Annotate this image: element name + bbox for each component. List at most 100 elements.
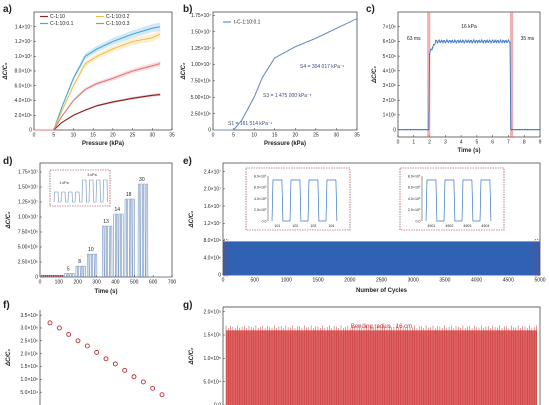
y-tick-label: 5×10⁶: [383, 54, 396, 60]
x-tick-label: 35: [169, 133, 175, 139]
baseline-point: [48, 274, 51, 277]
y-tick-label: 2.4×10⁷: [204, 169, 221, 175]
baseline-point: [54, 274, 56, 277]
series-point: [491, 39, 494, 41]
y-tick-label: 5.00×10⁶: [18, 245, 38, 251]
data-point: [112, 361, 118, 367]
inset-early-cycles-x-tick-label: 102: [292, 224, 298, 228]
series-point: [498, 41, 500, 44]
x-tick-label: 5: [475, 140, 478, 146]
inset-late-cycles-x-tick-label: 4904: [481, 224, 489, 228]
x-tick-label: 100: [55, 280, 64, 286]
panel-f-letter: f): [3, 300, 10, 311]
series-point: [517, 128, 519, 131]
step-pressure-label: 5: [67, 266, 70, 272]
series-point: [457, 39, 459, 42]
recovery-time-label: 35 ms: [521, 36, 535, 42]
y-tick-label: 0: [35, 275, 38, 281]
series-point: [447, 41, 450, 44]
chart-g-plot: 0.0 5.0×10⁴ 1.0×10⁵ 1.5×10⁵ 2.0×10⁵ ΔC/C₀ Bend…: [189, 306, 541, 405]
series-point: [439, 41, 442, 43]
series-point: [536, 128, 538, 131]
chart-c-plot: 0 1×10⁶ 2×10⁶ 3×10⁶ 4×10⁶ 5×10⁶ 6×10⁶ 7×10⁶ 0 1 2 3…: [372, 11, 542, 154]
panel-g: g) 0.0 5.0×10⁴ 1.0×10⁵ 1.5×10⁵ 2.0×10⁵ ΔC/C₀ B…: [183, 300, 541, 405]
series-point: [436, 42, 439, 44]
x-tick-label: 9: [539, 140, 542, 146]
series-point: [529, 128, 532, 131]
y-tick-label: 2.5×10⁶: [21, 339, 39, 345]
series-point: [427, 128, 429, 131]
y-tick-label: 0.0: [214, 403, 221, 405]
legend-entry: t-C-1:10:0.1: [234, 20, 261, 26]
x-tick-label: 0: [212, 133, 215, 139]
pressure-label: 16 kPa: [461, 24, 477, 30]
y-tick-label: 0: [29, 128, 32, 134]
series-point: [537, 128, 540, 131]
x-tick-label: 15: [272, 133, 278, 139]
y-tick-label: 4×10⁶: [383, 69, 396, 75]
series-point: [477, 40, 480, 42]
series-point: [463, 42, 465, 44]
x-tick-label: 30: [150, 133, 156, 139]
x-tick-label: 20: [110, 133, 116, 139]
inset-late-cycles-series-line: [425, 179, 492, 222]
zoom-marker-start: [223, 239, 229, 277]
series-point: [514, 128, 516, 131]
panel-a-letter: a): [3, 4, 12, 15]
x-tick-label: 25: [130, 133, 136, 139]
sensitivity-annotation: S1 = 161 514 kPa⁻¹: [228, 121, 273, 127]
inset-late-cycles-y-tick-label: 0.0: [416, 219, 421, 223]
inset-late-cycles-x-tick-label: 4901: [427, 224, 435, 228]
series-point: [525, 128, 527, 131]
series-line: [34, 63, 161, 131]
series-band: [34, 22, 161, 130]
series-point: [435, 39, 437, 42]
data-point: [150, 385, 156, 391]
plot-frame: [222, 306, 541, 405]
x-tick-label: 0: [222, 278, 225, 284]
series-point: [474, 41, 477, 44]
series-band: [34, 93, 161, 130]
series-point: [485, 40, 488, 43]
series-point: [405, 128, 407, 131]
y-tick-label: 1.25×10⁷: [191, 46, 211, 52]
series-point: [534, 128, 536, 131]
series-point: [528, 128, 530, 131]
series-point: [473, 39, 475, 41]
chart-b-plot: 0 2.50×10⁶ 5.00×10⁶ 7.50×10⁶ 1.00×10⁷ 1.25×10…: [181, 11, 360, 147]
chart-d-plot: 0 2.50×10⁶ 5.00×10⁶ 7.50×10⁶ 1.00×10⁷ 1.25×10…: [6, 162, 176, 295]
data-point: [140, 379, 146, 385]
inset-early-cycles-y-tick-label: 8.0×10⁶: [254, 174, 267, 178]
y-tick-label: 5.0×10⁴: [203, 379, 221, 385]
x-axis-label: Number of Cycles: [356, 288, 408, 294]
data-point: [94, 349, 100, 355]
response-time-label: 63 ms: [407, 36, 421, 42]
bending-signal-area: [226, 330, 537, 405]
zoom-marker-end: [534, 239, 540, 277]
panel-b-letter: b): [183, 4, 192, 15]
x-axis-label: Pressure (kPa): [264, 141, 306, 147]
panel-a: a) 0 2.0×10⁶ 4.0×10⁶ 6.0×10⁶ 8.0×10⁶ 1.0×10⁷ 1…: [3, 4, 175, 147]
y-tick-label: 1.6×10⁷: [204, 204, 221, 210]
y-tick-label: 7×10⁶: [383, 24, 396, 30]
series-line: [34, 26, 161, 131]
x-tick-label: 600: [149, 280, 158, 286]
series-point: [413, 128, 415, 131]
panel-f: f) 5.0×10⁴ 1.0×10⁶ 1.5×10⁶ 2.0×10⁶ 2.5×10⁶ 3.…: [3, 300, 165, 405]
series-point: [416, 128, 418, 131]
y-tick-label: 6.0×10⁶: [15, 83, 33, 89]
x-tick-label: 1500: [313, 278, 324, 284]
series-line: [398, 39, 540, 131]
series-point: [532, 128, 535, 131]
data-point: [131, 374, 137, 380]
series-point: [465, 39, 467, 41]
x-tick-label: 5000: [534, 278, 545, 284]
y-tick-label: 4.0×10⁶: [15, 98, 33, 104]
x-tick-label: 15: [90, 133, 96, 139]
y-axis-label: ΔC/C₀: [189, 347, 195, 365]
series-point: [521, 128, 524, 131]
x-tick-label: 3500: [439, 278, 450, 284]
y-tick-label: 2.0×10⁶: [21, 351, 39, 357]
sensitivity-annotation: S3 = 1 475 000 kPa⁻¹: [263, 93, 312, 99]
y-tick-label: 1.0×10⁷: [15, 54, 32, 60]
